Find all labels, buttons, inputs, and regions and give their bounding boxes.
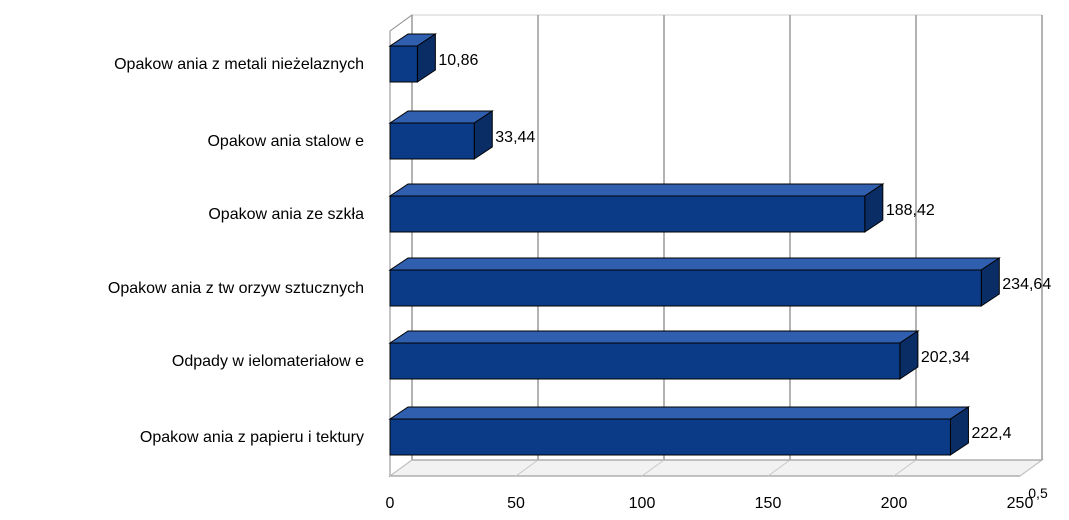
category-label: Opakow ania ze szkła xyxy=(208,206,364,223)
chart-grid xyxy=(389,15,1043,477)
category-label: Odpady w ielomateriałow e xyxy=(172,353,364,370)
bar-top-face xyxy=(388,330,920,344)
floor-gridline xyxy=(641,459,665,477)
bar xyxy=(388,406,971,456)
bar xyxy=(388,110,494,160)
floor-gridline xyxy=(893,459,917,477)
bar-top-face xyxy=(388,257,1001,271)
floor-gridline xyxy=(767,459,791,477)
data-label: 222,4 xyxy=(971,425,1011,442)
data-label: 188,42 xyxy=(886,202,935,219)
floor-gridline xyxy=(389,459,413,477)
floor xyxy=(388,459,1044,477)
floor-gridline xyxy=(1019,459,1043,477)
x-tick-label: 200 xyxy=(881,495,908,512)
category-label: Opakow ania z metali nieżelaznych xyxy=(114,56,364,73)
bar-front-face xyxy=(389,342,901,380)
bar-front-face xyxy=(389,45,418,83)
bar xyxy=(388,183,885,233)
bar-front-face xyxy=(389,195,866,233)
category-label: Opakow ania z tw orzyw sztucznych xyxy=(108,280,364,297)
x-tick-label: 50 xyxy=(507,495,525,512)
chart-bars xyxy=(388,33,1001,456)
bar-front-face xyxy=(389,122,475,160)
data-label: 10,86 xyxy=(438,52,478,69)
bar-front-face xyxy=(389,269,982,307)
bar-top-face xyxy=(388,183,885,197)
category-label: Opakow ania z papieru i tektury xyxy=(140,429,364,446)
corner-label: 0,5 xyxy=(1028,485,1048,501)
data-label: 202,34 xyxy=(921,349,970,366)
x-tick-label: 250 xyxy=(1007,495,1034,512)
data-label: 33,44 xyxy=(495,129,535,146)
x-tick-label: 100 xyxy=(629,495,656,512)
category-label: Opakow ania stalow e xyxy=(207,133,364,150)
bar xyxy=(388,330,920,380)
x-tick-label: 0 xyxy=(386,495,395,512)
data-label: 234,64 xyxy=(1002,276,1051,293)
bar xyxy=(388,257,1001,307)
x-tick-label: 150 xyxy=(755,495,782,512)
floor-gridline xyxy=(515,459,539,477)
bar-top-face xyxy=(388,406,971,420)
bar-front-face xyxy=(389,418,951,456)
bar xyxy=(388,33,438,83)
